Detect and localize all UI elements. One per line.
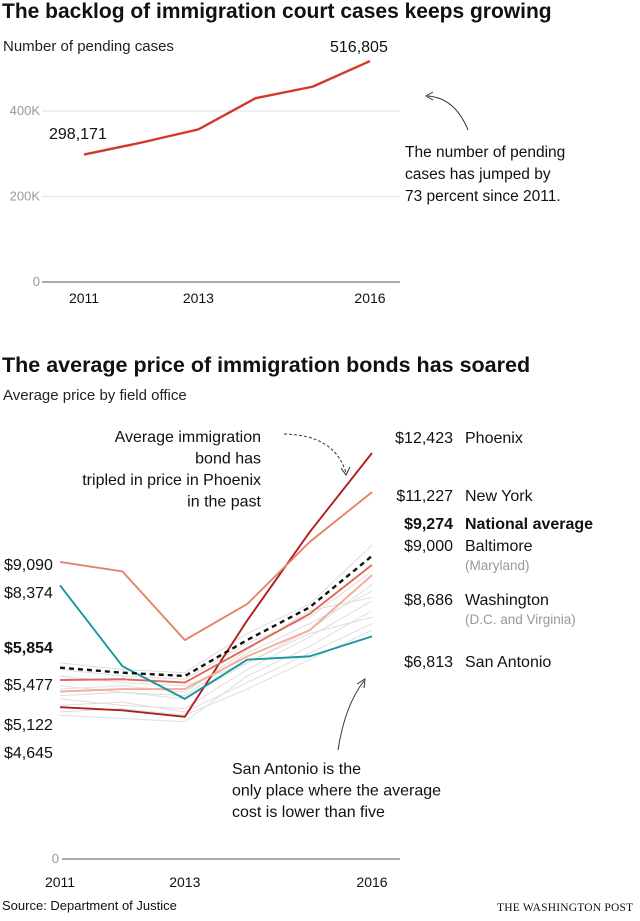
chart2-end-label-5: $6,813 bbox=[404, 654, 453, 671]
chart2-xtick-2: 2016 bbox=[356, 874, 387, 890]
chart2-annotation-2-line-1: only place where the average bbox=[232, 783, 441, 800]
chart2-series-line-0 bbox=[59, 452, 373, 718]
chart2-end-label-4: $8,686 bbox=[404, 592, 453, 609]
chart2-background-line-2 bbox=[59, 584, 373, 687]
chart1-label-end: 516,805 bbox=[330, 39, 388, 56]
chart1-annotation-arrow bbox=[427, 95, 469, 131]
chart1-series-line bbox=[83, 59, 371, 156]
chart1-xtick-2: 2016 bbox=[354, 290, 385, 306]
chart2-xtick-1: 2013 bbox=[169, 874, 200, 890]
chart2-ytick-0: 0 bbox=[52, 851, 59, 866]
chart2-series-name-2: National average bbox=[465, 516, 593, 533]
chart2-series-name-1: New York bbox=[465, 488, 534, 505]
chart1-annotation-line-1: cases has jumped by bbox=[405, 166, 551, 183]
chart2-ylabel: Average price by field office bbox=[3, 387, 187, 404]
source-note: Source: Department of Justice bbox=[2, 898, 177, 913]
chart2-series-sub-4: (D.C. and Virginia) bbox=[465, 612, 576, 627]
chart2-annotation-1-line-3: in the past bbox=[187, 494, 261, 511]
chart2-annotation-2-line-2: cost is lower than five bbox=[232, 804, 385, 821]
brand-logo: THE WASHINGTON POST bbox=[497, 902, 634, 914]
chart2-series-line-3 bbox=[59, 564, 373, 684]
chart2-series-sub-3: (Maryland) bbox=[465, 558, 530, 573]
chart2-series-line-4 bbox=[59, 574, 373, 693]
chart1-xtick-0: 2011 bbox=[69, 290, 99, 306]
chart1-annotation-arrowhead bbox=[424, 91, 434, 101]
chart2-xtick-0: 2011 bbox=[45, 874, 75, 890]
chart2-background-line-3 bbox=[59, 610, 373, 723]
chart1-ytick-0: 0 bbox=[33, 274, 40, 289]
backlog-chart: 0 200K 400K 2011 2013 2016 298,171 516,805 The n… bbox=[10, 39, 566, 306]
chart2-end-label-3: $9,000 bbox=[404, 538, 453, 555]
chart2-annotation-2-arrowhead bbox=[356, 678, 366, 689]
chart1-ylabel: Number of pending cases bbox=[3, 38, 174, 55]
chart2-background-line-4 bbox=[59, 571, 373, 680]
chart2-annotation-1-arrow bbox=[283, 433, 347, 474]
chart2-background-line-7 bbox=[59, 597, 373, 693]
chart1-ytick-2: 400K bbox=[10, 103, 41, 118]
chart2-end-label-1: $11,227 bbox=[396, 488, 453, 505]
chart2-background-line-8 bbox=[59, 544, 373, 674]
chart2-start-label-5: $8,374 bbox=[4, 585, 53, 602]
chart2-annotation-1-line-1: bond has bbox=[195, 451, 261, 468]
chart2-annotation-2-arrow bbox=[337, 680, 365, 751]
chart1-ytick-1: 200K bbox=[10, 189, 41, 204]
chart2-series-name-3: Baltimore bbox=[465, 538, 533, 555]
chart2-annotation-1-line-0: Average immigration bbox=[115, 429, 261, 446]
chart2-annotation-1-arrowhead bbox=[340, 466, 351, 476]
chart2-background-line-6 bbox=[59, 623, 373, 713]
chart2-end-label-2: $9,274 bbox=[404, 516, 453, 533]
chart2-end-label-0: $12,423 bbox=[395, 430, 453, 447]
chart2-series-line-2 bbox=[59, 554, 373, 678]
chart2-series-line-5 bbox=[59, 584, 373, 700]
chart2-start-label-2: $5,854 bbox=[4, 640, 53, 657]
chart1-annotation-line-0: The number of pending bbox=[405, 144, 565, 161]
chart2-start-label-3: $5,477 bbox=[4, 677, 53, 694]
chart2-annotation-2-line-0: San Antonio is the bbox=[232, 761, 361, 778]
chart2-series-name-5: San Antonio bbox=[465, 654, 551, 671]
chart2-series-line-1 bbox=[59, 491, 373, 641]
chart2-start-label-4: $5,122 bbox=[4, 717, 53, 734]
chart2-annotation-1-line-2: tripled in price in Phoenix bbox=[82, 472, 261, 489]
chart2-background-line-5 bbox=[59, 616, 373, 700]
chart1-title: The backlog of immigration court cases k… bbox=[2, 0, 552, 23]
chart1-label-start: 298,171 bbox=[49, 126, 107, 143]
chart2-series-name-0: Phoenix bbox=[465, 430, 523, 447]
chart2-start-label-1: $9,090 bbox=[4, 557, 53, 574]
chart1-annotation-line-2: 73 percent since 2011. bbox=[405, 188, 561, 205]
chart2-series-name-4: Washington bbox=[465, 592, 549, 609]
chart1-xtick-1: 2013 bbox=[183, 290, 214, 306]
chart2-start-label-0: $4,645 bbox=[4, 745, 53, 762]
chart2-title: The average price of immigration bonds h… bbox=[2, 353, 531, 377]
